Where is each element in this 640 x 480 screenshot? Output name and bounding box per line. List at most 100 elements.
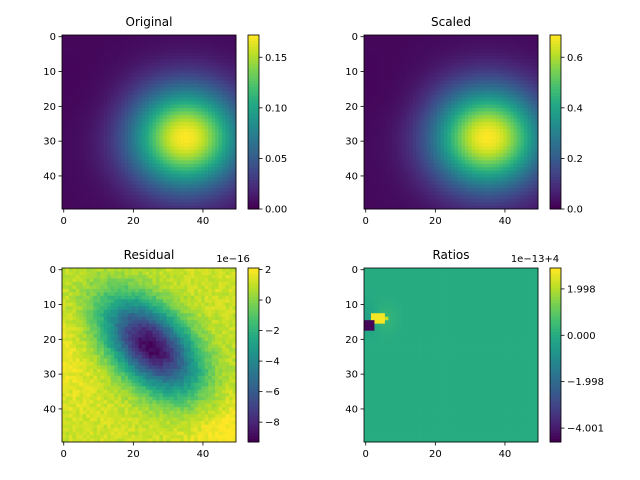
heatmap-cell — [391, 101, 396, 105]
heatmap-cell — [215, 111, 219, 116]
heatmap-cell — [524, 142, 528, 147]
heatmap-cell — [169, 181, 174, 186]
heatmap-cell — [398, 108, 403, 112]
heatmap-cell — [225, 118, 230, 123]
heatmap-cell — [124, 90, 129, 95]
heatmap-cell — [499, 181, 504, 186]
heatmap-cell — [131, 128, 136, 133]
heatmap-cell — [395, 52, 400, 57]
heatmap-cell — [229, 122, 233, 126]
heatmap-cell — [107, 52, 112, 57]
heatmap-cell — [222, 142, 226, 147]
heatmap-cell — [103, 177, 108, 182]
heatmap-cell — [169, 87, 174, 92]
heatmap-cell — [162, 118, 167, 123]
heatmap-cell — [159, 153, 164, 158]
heatmap-cell — [534, 146, 539, 151]
heatmap-cell — [388, 135, 393, 140]
heatmap-cell — [190, 160, 195, 165]
heatmap-cell — [437, 198, 441, 203]
heatmap-cell — [482, 97, 487, 102]
heatmap-cell — [374, 146, 379, 151]
heatmap-cell — [531, 191, 535, 196]
heatmap-cell — [409, 149, 414, 154]
heatmap-cell — [145, 153, 150, 158]
heatmap-cell — [79, 48, 84, 53]
heatmap-cell — [398, 125, 403, 130]
heatmap-cell — [419, 111, 424, 116]
heatmap-cell — [121, 73, 126, 78]
heatmap-cell — [138, 205, 143, 210]
heatmap-cell — [218, 55, 223, 60]
heatmap-cell — [447, 90, 452, 95]
heatmap-cell — [169, 135, 174, 140]
heatmap-cell — [499, 195, 504, 199]
heatmap-cell — [124, 59, 129, 64]
heatmap-cell — [149, 101, 153, 105]
heatmap-cell — [68, 55, 73, 60]
heatmap-cell — [531, 45, 535, 50]
heatmap-cell — [152, 191, 157, 196]
heatmap-cell — [426, 66, 431, 71]
heatmap-cell — [478, 76, 483, 81]
heatmap-cell — [197, 142, 202, 147]
heatmap-cell — [510, 125, 515, 130]
heatmap-cell — [211, 198, 216, 203]
heatmap-cell — [162, 73, 167, 78]
heatmap-cell — [222, 184, 226, 189]
heatmap-cell — [423, 45, 428, 50]
heatmap-cell — [190, 139, 195, 144]
heatmap-cell — [384, 174, 389, 179]
heatmap-cell — [398, 184, 403, 189]
heatmap-cell — [149, 122, 153, 126]
colorbar-segment — [248, 122, 259, 126]
heatmap-cell — [419, 83, 424, 88]
heatmap-cell — [187, 125, 192, 130]
heatmap-cell — [402, 184, 407, 189]
heatmap-cell — [194, 90, 199, 95]
heatmap-cell — [149, 170, 153, 175]
heatmap-cell — [159, 188, 164, 192]
heatmap-cell — [374, 125, 379, 130]
heatmap-cell — [190, 35, 195, 39]
heatmap-cell — [169, 153, 174, 158]
heatmap-cell — [218, 69, 223, 74]
heatmap-cell — [381, 177, 386, 182]
heatmap-cell — [433, 160, 438, 165]
heatmap-cell — [513, 94, 518, 99]
heatmap-cell — [201, 101, 206, 105]
heatmap-cell — [517, 41, 521, 46]
heatmap-cell — [93, 149, 98, 154]
heatmap-cell — [433, 191, 438, 196]
heatmap-cell — [499, 87, 504, 92]
heatmap-cell — [412, 87, 417, 92]
heatmap-cell — [426, 132, 431, 137]
heatmap-cell — [208, 195, 213, 199]
heatmap-cell — [527, 41, 532, 46]
heatmap-cell — [128, 184, 132, 189]
heatmap-cell — [471, 156, 476, 161]
heatmap-cell — [405, 195, 410, 199]
heatmap-cell — [138, 104, 143, 109]
heatmap-cell — [124, 111, 129, 116]
heatmap-cell — [412, 59, 417, 64]
heatmap-cell — [370, 149, 375, 154]
heatmap-cell — [128, 181, 132, 186]
heatmap-cell — [135, 83, 139, 88]
heatmap-cell — [173, 128, 178, 133]
heatmap-cell — [464, 90, 469, 95]
heatmap-cell — [370, 163, 375, 168]
heatmap-cell — [423, 118, 428, 123]
heatmap-cell — [419, 108, 424, 112]
heatmap-cell — [398, 35, 403, 39]
heatmap-cell — [96, 76, 101, 81]
heatmap-cell — [381, 66, 386, 71]
heatmap-cell — [229, 142, 233, 147]
heatmap-cell — [194, 188, 199, 192]
heatmap-cell — [437, 167, 441, 172]
heatmap-cell — [194, 132, 199, 137]
heatmap-cell — [204, 87, 209, 92]
heatmap-cell — [464, 188, 469, 192]
heatmap-cell — [384, 101, 389, 105]
heatmap-cell — [72, 35, 77, 39]
